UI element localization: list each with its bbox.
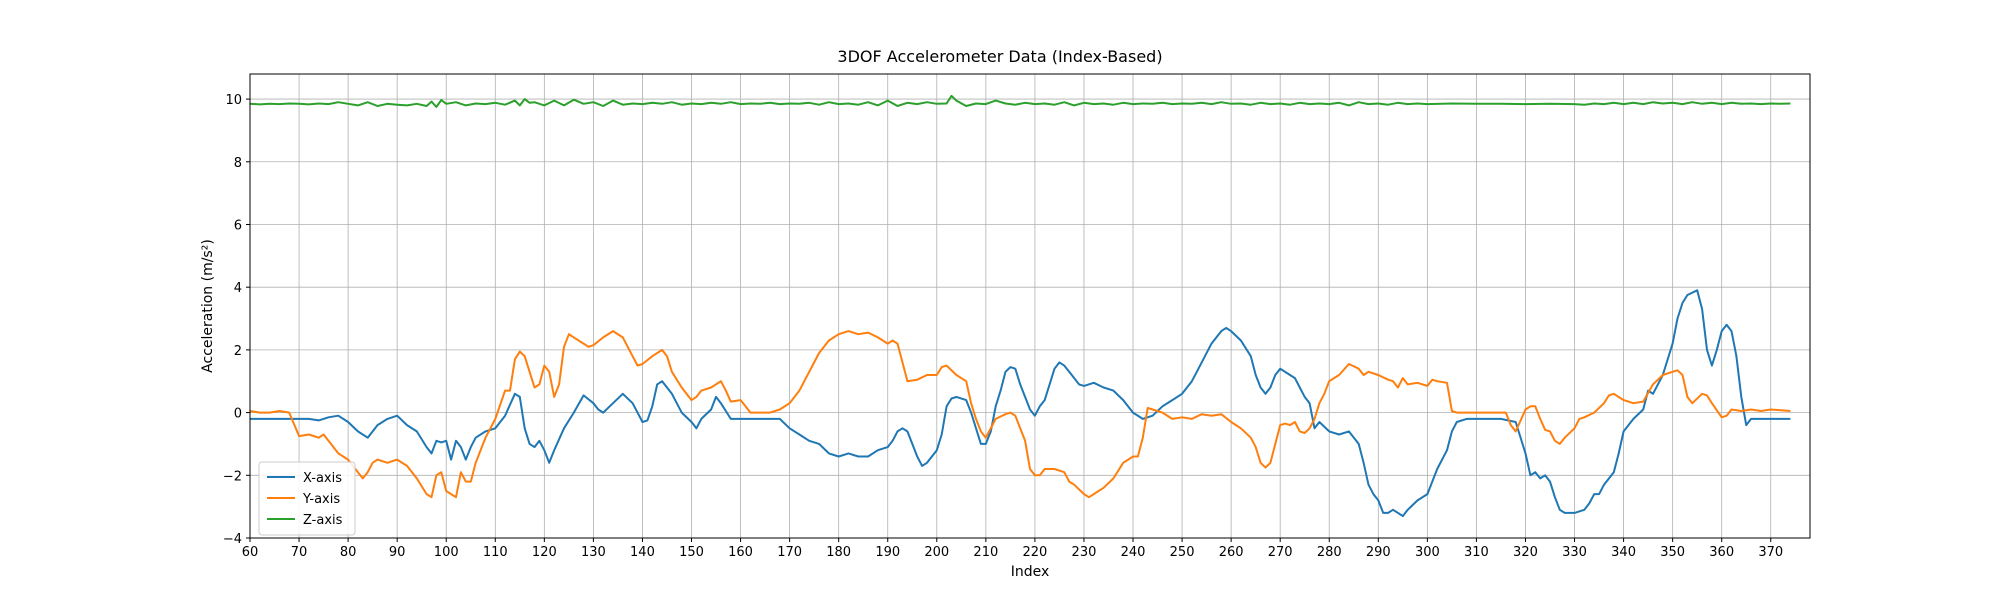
axis-ticks: 60 70 80 90 100 110 120 130 140 150 160 170 180 190 20…: [223, 93, 1783, 560]
series-line-y-axis: [249, 330, 1791, 499]
y-tick-label: 0: [234, 407, 242, 422]
x-tick-label: 70: [291, 545, 308, 560]
x-tick-label: 280: [1317, 545, 1342, 560]
x-tick-label: 270: [1268, 545, 1293, 560]
y-tick-label: 6: [234, 218, 242, 233]
x-tick-label: 300: [1415, 545, 1440, 560]
y-tick-label: 4: [234, 281, 242, 296]
x-tick-label: 350: [1660, 545, 1685, 560]
x-tick-label: 250: [1170, 545, 1195, 560]
y-tick-label: −4: [223, 532, 242, 547]
x-tick-label: 360: [1709, 545, 1734, 560]
y-tick-label: −2: [223, 469, 242, 484]
x-tick-label: 330: [1562, 545, 1587, 560]
y-tick-label: 10: [225, 93, 242, 108]
x-tick-label: 210: [973, 545, 998, 560]
x-tick-label: 130: [581, 545, 606, 560]
y-axis-label: Acceleration (m/s²): [200, 239, 216, 373]
x-tick-label: 340: [1611, 545, 1636, 560]
y-tick-label: 2: [234, 344, 242, 359]
x-tick-label: 110: [483, 545, 508, 560]
chart-title: 3DOF Accelerometer Data (Index-Based): [837, 47, 1162, 66]
grid: [249, 74, 1810, 539]
x-tick-label: 220: [1022, 545, 1047, 560]
x-tick-label: 260: [1219, 545, 1244, 560]
x-tick-label: 310: [1464, 545, 1489, 560]
series-lines: [249, 94, 1791, 518]
x-tick-label: 60: [242, 545, 259, 560]
x-tick-label: 100: [434, 545, 459, 560]
plot-frame: [249, 73, 1811, 539]
x-tick-label: 240: [1121, 545, 1146, 560]
x-tick-label: 120: [532, 545, 557, 560]
x-tick-label: 170: [777, 545, 802, 560]
x-tick-label: 140: [630, 545, 655, 560]
x-tick-label: 200: [924, 545, 949, 560]
legend-label-x-axis: X-axis: [303, 471, 342, 486]
legend-label-y-axis: Y-axis: [302, 492, 340, 507]
x-tick-label: 370: [1758, 545, 1783, 560]
y-tick-label: 8: [234, 156, 242, 171]
x-tick-label: 150: [679, 545, 704, 560]
x-tick-label: 290: [1366, 545, 1391, 560]
x-tick-label: 80: [340, 545, 357, 560]
series-line-z-axis: [249, 94, 1791, 108]
legend: X-axis Y-axis Z-axis: [258, 461, 356, 536]
x-tick-label: 190: [875, 545, 900, 560]
x-tick-label: 230: [1072, 545, 1097, 560]
x-tick-label: 90: [389, 545, 406, 560]
x-tick-label: 320: [1513, 545, 1538, 560]
legend-box: [258, 461, 356, 536]
x-tick-label: 180: [826, 545, 851, 560]
x-tick-label: 160: [728, 545, 753, 560]
series-line-x-axis: [250, 289, 1791, 518]
x-axis-label: Index: [1011, 564, 1050, 580]
legend-label-z-axis: Z-axis: [303, 513, 343, 528]
